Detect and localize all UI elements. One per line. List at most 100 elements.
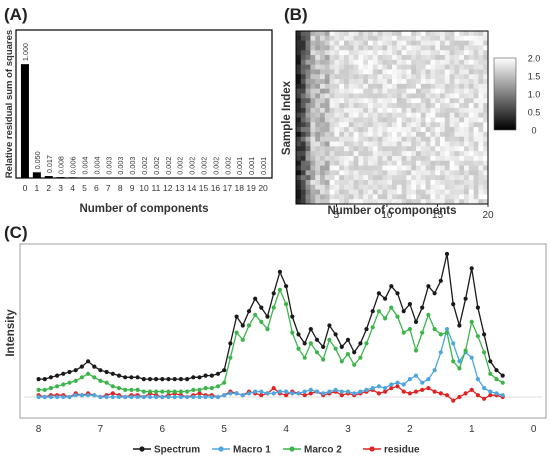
heatmap-cell (392, 40, 398, 46)
heatmap-cell (344, 31, 350, 37)
heatmap-cell (406, 112, 412, 118)
heatmap-cell (473, 107, 479, 113)
heatmap-cell (329, 50, 335, 56)
heatmap-cell (401, 175, 407, 181)
data-point (73, 393, 78, 398)
heatmap-cell (296, 83, 302, 89)
heatmap-cell (416, 69, 422, 75)
heatmap-cell (420, 179, 426, 186)
heatmap-cell (483, 50, 489, 56)
heatmap-cell (396, 131, 402, 138)
heatmap-cell (334, 93, 340, 99)
data-point (197, 387, 202, 392)
heatmap-cell (300, 79, 306, 85)
heatmap-cell (320, 117, 326, 123)
heatmap-cell (315, 117, 321, 123)
heatmap-cell (449, 184, 455, 190)
heatmap-cell (468, 35, 474, 41)
heatmap-cell (444, 175, 450, 181)
heatmap-cell (305, 31, 311, 37)
heatmap-cell (473, 122, 479, 128)
data-point (141, 394, 146, 400)
heatmap-cell (420, 103, 426, 109)
heatmap-cell (372, 112, 378, 118)
heatmap-cell (377, 127, 383, 133)
heatmap-cell (406, 79, 412, 85)
heatmap-cell (334, 170, 340, 176)
heatmap-cell (430, 199, 436, 205)
heatmap-cell (483, 83, 489, 89)
heatmap-cell (454, 194, 460, 200)
heatmap-cell (387, 151, 393, 157)
heatmap-cell (372, 45, 378, 51)
heatmap-cell (440, 79, 446, 85)
heatmap-cell (334, 179, 340, 186)
heatmap-cell (449, 175, 455, 181)
heatmap-cell (348, 146, 354, 152)
legend-entry: Marco 2 (304, 445, 342, 456)
heatmap-cell (406, 55, 412, 61)
heatmap-cell (406, 40, 412, 46)
bar (20, 64, 29, 178)
heatmap-cell (334, 199, 340, 205)
heatmap-cell (310, 122, 316, 128)
heatmap-cell (425, 131, 431, 138)
data-point (253, 296, 258, 301)
data-point (203, 373, 208, 378)
data-point (488, 359, 493, 364)
data-point (271, 305, 276, 310)
heatmap-cell (315, 175, 321, 181)
bar-chart-xlabel: Number of components (79, 203, 208, 215)
heatmap-cell (377, 170, 383, 176)
heatmap-cell (368, 151, 374, 157)
data-point (339, 393, 344, 398)
heatmap-cell (449, 170, 455, 176)
heatmap-cell (358, 122, 364, 128)
heatmap-cell (320, 50, 326, 56)
heatmap-cell (396, 117, 402, 123)
residual-bar-chart: Relative residual sum of squares Number … (4, 29, 273, 215)
data-point (302, 389, 307, 394)
heatmap-cell (440, 117, 446, 123)
heatmap-cell (416, 103, 422, 109)
heatmap-cell (406, 170, 412, 176)
heatmap-cell (483, 184, 489, 190)
heatmap-cell (425, 74, 431, 80)
heatmap-cell (464, 79, 470, 85)
heatmap-cell (348, 79, 354, 85)
heatmap-cell (478, 74, 484, 80)
heatmap-cell (425, 146, 431, 152)
data-point (308, 387, 313, 392)
heatmap-cell (372, 165, 378, 171)
data-point (389, 382, 394, 387)
heatmap-cell (329, 141, 335, 147)
heatmap-cell (353, 175, 359, 181)
data-point (234, 391, 239, 396)
bar-tick-label: 11 (151, 183, 160, 193)
heatmap-cell (377, 131, 383, 138)
heatmap-cell (478, 155, 484, 162)
heatmap-cell (382, 45, 388, 51)
heatmap-cell (420, 117, 426, 123)
heatmap-cell (430, 175, 436, 181)
heatmap-cell (372, 127, 378, 133)
data-point (475, 305, 480, 310)
panel-label-c: (C) (4, 223, 28, 242)
heatmap-cell (464, 170, 470, 176)
heatmap-cell (372, 69, 378, 75)
heatmap-cell (435, 184, 441, 190)
heatmap-cell (296, 184, 302, 190)
heatmap-cell (478, 170, 484, 176)
heatmap-cell (473, 112, 479, 118)
data-point (154, 389, 159, 394)
heatmap-cell (382, 59, 388, 65)
bar-tick-label: 10 (139, 183, 149, 193)
data-point (370, 386, 375, 391)
heatmap-cell (430, 112, 436, 118)
heatmap-cell (440, 112, 446, 118)
data-point (444, 251, 450, 257)
heatmap-cell (473, 127, 479, 133)
heatmap-cell (468, 98, 474, 104)
heatmap-cell (296, 45, 302, 51)
heatmap-cell (334, 103, 340, 109)
